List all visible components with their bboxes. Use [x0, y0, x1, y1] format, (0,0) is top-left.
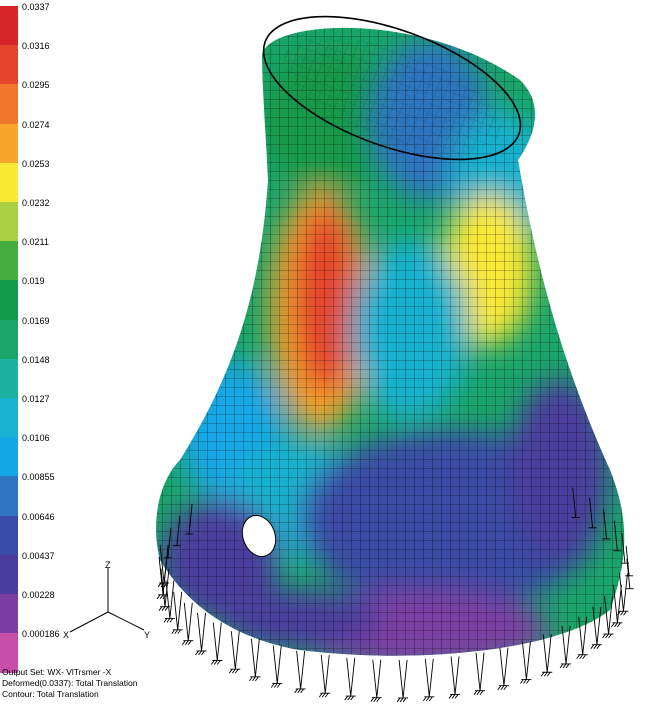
legend-swatch — [0, 280, 18, 321]
support-strut — [157, 544, 170, 588]
support-strut — [540, 634, 553, 677]
legend-tick-label: 0.00855 — [22, 472, 55, 483]
legend-tick-label: 0.019 — [22, 276, 45, 287]
legend-swatch — [0, 437, 18, 477]
support-strut — [294, 650, 306, 694]
legend-tick-label: 0.00437 — [22, 550, 55, 561]
legend-swatch — [0, 319, 18, 360]
legend-swatch — [0, 358, 18, 399]
support-strut — [590, 606, 602, 649]
legend-swatch — [0, 162, 18, 203]
legend-tick-label: 0.00646 — [22, 511, 55, 522]
support-strut — [611, 584, 623, 628]
legend-swatch — [0, 123, 18, 164]
axis-x-label: X — [63, 630, 69, 640]
deformed-text: Deformed(0.0337): Total Translation — [2, 678, 138, 688]
support-strut — [181, 602, 194, 645]
support-strut — [396, 659, 409, 703]
support-strut — [602, 508, 611, 540]
contour-legend: 0.0337 0.0316 0.0295 0.0274 0.0253 0.0232 0.02… — [0, 0, 70, 673]
legend-tick-label: 0.0127 — [22, 394, 50, 404]
legend-tick-label: 0.0337 — [22, 2, 50, 12]
legend-tick-label: 0.0274 — [22, 119, 50, 130]
support-strut — [344, 658, 356, 701]
support-strut — [625, 545, 634, 577]
support-strut — [228, 631, 241, 674]
legend-swatch — [0, 398, 18, 438]
support-strut — [185, 504, 194, 535]
legend-swatch — [0, 515, 18, 556]
axis-z-label: Z — [105, 560, 111, 570]
legend-tick-label: 0.0253 — [22, 158, 50, 169]
support-strut — [318, 655, 331, 698]
support-strut — [473, 652, 486, 695]
legend-swatch — [0, 633, 18, 673]
legend-swatch — [0, 6, 18, 46]
legend-swatch — [0, 202, 18, 242]
tower-opening — [241, 515, 277, 557]
support-strut — [249, 638, 261, 682]
legend-swatch — [0, 84, 18, 125]
support-strut — [520, 641, 532, 684]
legend-tick-label: 0.00228 — [22, 590, 55, 600]
tower-rim — [262, 15, 522, 161]
contour-text: Contour: Total Translation — [2, 689, 99, 699]
support-strut — [602, 595, 614, 639]
support-strut — [172, 515, 181, 547]
output-info: Output Set: WX- VlTrsmer -X Deformed(0.0… — [2, 667, 137, 700]
legend-swatch — [0, 241, 18, 281]
support-strut — [422, 658, 435, 702]
legend-tick-label: 0.0106 — [22, 433, 50, 444]
support-strut — [270, 645, 283, 688]
legend-swatch — [0, 45, 18, 85]
legend-tick-label: 0.0295 — [22, 80, 50, 91]
support-strut — [156, 556, 169, 600]
legend-tick-label: 0.0169 — [22, 315, 50, 326]
axis-triad: Z X Y — [63, 560, 150, 640]
legend-swatch — [0, 594, 18, 634]
legend-tick-label: 0.0316 — [22, 41, 50, 52]
support-strut — [571, 487, 580, 518]
support-strut — [576, 616, 588, 659]
support-strut — [625, 558, 634, 590]
support-strut — [588, 497, 597, 529]
support-strut — [617, 573, 629, 616]
base-supports — [156, 487, 634, 703]
axis-y-label: Y — [144, 630, 150, 640]
legend-tick-label: 0.0232 — [22, 198, 50, 208]
support-strut — [195, 612, 207, 656]
legend-tick-label: 0.0211 — [22, 237, 49, 248]
support-strut — [158, 568, 170, 611]
support-strut — [497, 647, 509, 690]
legend-swatch — [0, 476, 18, 517]
support-strut — [370, 659, 382, 702]
output-set-text: Output Set: WX- VlTrsmer -X — [2, 667, 112, 677]
support-strut — [210, 622, 223, 665]
support-strut — [613, 520, 622, 552]
support-strut — [163, 580, 175, 623]
support-strut — [171, 591, 183, 635]
support-strut — [163, 527, 172, 559]
support-strut — [448, 656, 461, 699]
support-strut — [559, 625, 572, 669]
legend-tick-label: 0.0148 — [22, 354, 50, 365]
legend-swatch — [0, 554, 18, 595]
legend-tick-label: 0.000186 — [22, 629, 60, 640]
